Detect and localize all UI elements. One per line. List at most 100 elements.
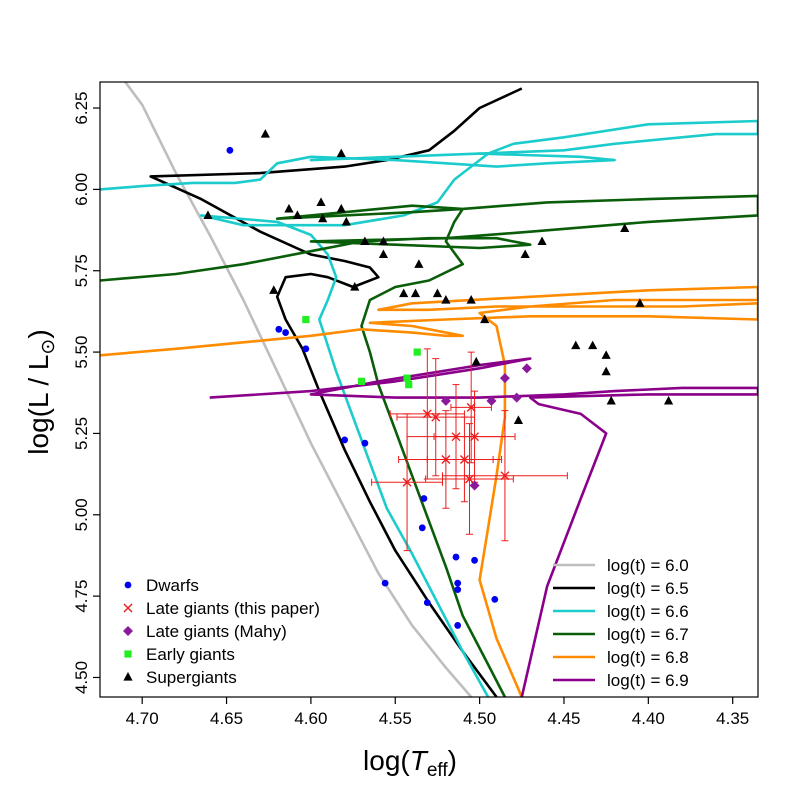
x-tick-label: 4.50 xyxy=(463,709,496,728)
supergiant-point xyxy=(537,236,547,246)
isochrone-line-1 xyxy=(149,87,523,697)
mahy-giant-point xyxy=(486,395,497,406)
dwarf-point xyxy=(226,146,234,154)
dwarf-point xyxy=(381,579,389,587)
x-tick-label: 4.65 xyxy=(210,709,243,728)
supergiant-point xyxy=(292,210,302,220)
dwarf-point xyxy=(275,325,283,333)
supergiant-point xyxy=(378,236,389,246)
supergiant-point xyxy=(663,395,674,405)
dwarf-point xyxy=(282,329,289,336)
dwarf-point xyxy=(452,553,460,561)
dwarf-point xyxy=(454,586,462,594)
legend-label: log(t) = 6.7 xyxy=(607,625,689,644)
y-tick-label: 5.25 xyxy=(72,417,91,450)
late-giant-point xyxy=(450,351,492,464)
mahy-giant-point xyxy=(469,480,480,491)
legend-marker xyxy=(123,672,133,681)
late-giant-marker xyxy=(466,402,476,412)
late-giant-point xyxy=(433,390,516,483)
y-tick-label: 6.25 xyxy=(72,91,91,124)
legend-entry: log(t) = 6.6 xyxy=(553,602,689,621)
y-axis-ticks: 4.50 4.75 5.00 5.25 5.50 5.75 6.00 6.25 xyxy=(72,91,100,694)
late-giant-marker xyxy=(500,471,510,481)
supergiant-point xyxy=(480,314,490,324)
x-tick-label: 4.45 xyxy=(547,709,580,728)
supergiant-point xyxy=(513,415,524,425)
supergiant-point xyxy=(318,213,328,223)
supergiant-point xyxy=(571,340,581,350)
legend-label: log(t) = 6.0 xyxy=(607,556,689,575)
dwarf-point xyxy=(454,622,462,629)
legend-entry: Early giants xyxy=(124,645,235,664)
supergiant-point xyxy=(601,366,611,376)
supergiant-point xyxy=(414,259,424,268)
legend-label: Dwarfs xyxy=(146,576,199,595)
legend-marker xyxy=(124,650,132,658)
supergiant-point xyxy=(203,210,213,220)
legend-marker xyxy=(123,603,133,613)
x-tick-label: 4.40 xyxy=(632,709,665,728)
legend-entry: log(t) = 6.7 xyxy=(553,625,689,644)
y-tick-label: 4.50 xyxy=(72,661,91,694)
dwarf-point xyxy=(471,556,478,564)
supergiant-point xyxy=(378,249,389,259)
supergiant-point xyxy=(336,203,346,213)
mahy-giant-point xyxy=(440,395,451,406)
dwarf-point xyxy=(454,579,462,587)
supergiant-point xyxy=(336,148,346,158)
x-tick-label: 4.35 xyxy=(716,709,749,728)
isochrone-line-0 xyxy=(124,82,473,697)
y-tick-label: 5.50 xyxy=(72,336,91,369)
dwarf-point xyxy=(491,595,499,603)
supergiant-point xyxy=(601,350,611,359)
plot-frame xyxy=(99,81,759,698)
legend-entry: log(t) = 6.9 xyxy=(553,671,689,690)
legend-entry: Supergiants xyxy=(123,668,237,687)
legend-label: Late giants (this paper) xyxy=(146,599,320,618)
supergiant-point xyxy=(284,203,294,213)
legend-entry: Dwarfs xyxy=(124,576,199,595)
dwarf-point xyxy=(420,495,428,502)
x-axis-ticks: 4.70 4.65 4.60 4.55 4.50 4.45 4.40 4.35 xyxy=(126,697,749,728)
y-axis-label-suffix: ) xyxy=(23,329,54,338)
late-giant-marker xyxy=(459,454,469,464)
supergiant-point xyxy=(606,395,616,405)
y-tick-label: 6.00 xyxy=(72,173,91,206)
late-giant-marker xyxy=(402,477,412,487)
x-axis-label-suffix: ) xyxy=(448,745,457,776)
early-giant-point xyxy=(403,374,411,382)
dwarf-point xyxy=(418,524,426,532)
early-giant-point xyxy=(413,348,421,356)
y-tick-label: 5.75 xyxy=(72,254,91,287)
supergiant-point xyxy=(316,197,326,206)
dwarf-point xyxy=(302,345,310,353)
legend-entry: log(t) = 6.0 xyxy=(553,556,689,575)
isochrone-line-2 xyxy=(100,119,758,697)
x-tick-label: 4.55 xyxy=(379,709,412,728)
supergiant-point xyxy=(432,288,443,298)
dwarf-point xyxy=(361,439,369,447)
y-tick-label: 5.00 xyxy=(72,498,91,531)
legend-entry: log(t) = 6.8 xyxy=(553,648,689,667)
dwarf-point xyxy=(341,436,349,444)
supergiant-point xyxy=(471,356,481,366)
supergiant-point xyxy=(341,216,351,226)
early-giant-point xyxy=(405,381,413,389)
late-giant-point xyxy=(371,413,443,552)
legend-label: log(t) = 6.9 xyxy=(607,671,689,690)
supergiant-point xyxy=(588,340,598,350)
mahy-giant-point xyxy=(511,392,522,403)
supergiant-point xyxy=(410,288,421,298)
x-axis-label-sub: eff xyxy=(427,760,449,781)
supergiant-point xyxy=(466,295,476,304)
late-giant-point xyxy=(441,410,568,542)
y-axis-label: log(L / L⊙) xyxy=(23,329,59,454)
legend-label: Early giants xyxy=(146,645,235,664)
supergiant-point xyxy=(399,288,409,298)
legend-entry: Late giants (Mahy) xyxy=(123,622,287,641)
late-giant-marker xyxy=(422,409,432,419)
supergiant-point xyxy=(620,223,630,233)
legend-marker xyxy=(124,581,132,589)
